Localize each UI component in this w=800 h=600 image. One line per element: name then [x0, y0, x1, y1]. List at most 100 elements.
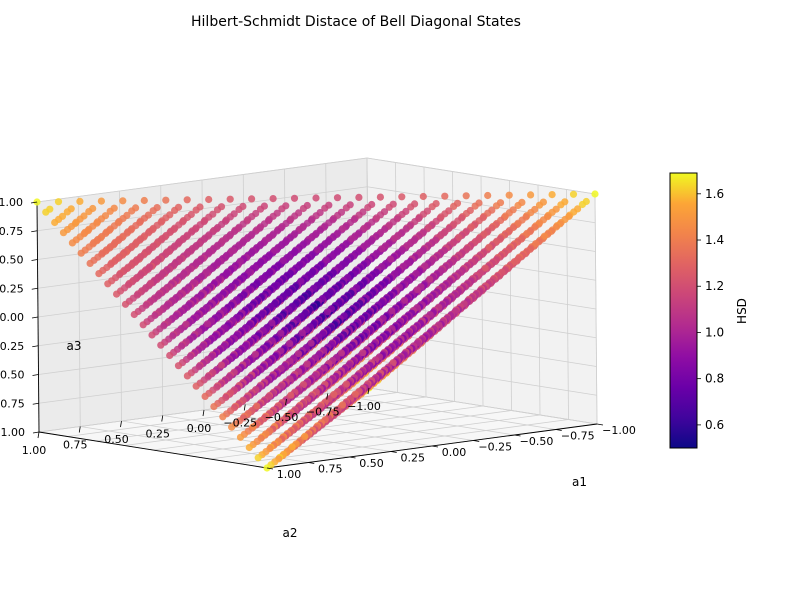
scatter-point: [299, 381, 308, 389]
y-tick-mark: [326, 393, 329, 400]
y-tick-label: −0.50: [265, 411, 299, 424]
scatter-point: [484, 191, 492, 200]
scatter-point: [378, 245, 386, 253]
scatter-point: [385, 203, 393, 211]
grid-line: [509, 180, 512, 411]
z-tick-label: 0.50: [0, 254, 24, 267]
scatter-point: [113, 290, 121, 298]
scatter-point: [251, 350, 260, 358]
scatter-point: [174, 362, 183, 370]
scatter-point: [104, 280, 112, 288]
scatter-point: [386, 255, 395, 263]
z-tick-mark: [32, 345, 39, 348]
colorbar-tick-label: 1.4: [705, 233, 724, 247]
x-tick-mark: [473, 440, 480, 442]
scatter-point: [287, 391, 295, 399]
chart-title: Hilbert-Schmidt Distace of Bell Diagonal…: [191, 14, 521, 30]
y-tick-mark: [243, 404, 246, 411]
scatter-point: [330, 390, 338, 399]
scatter-point: [591, 190, 599, 198]
x-tick-mark: [596, 423, 604, 426]
scatter-point: [342, 204, 350, 212]
z-tick-mark: [31, 316, 39, 319]
grid-line: [36, 157, 368, 203]
scatter-point: [390, 234, 398, 242]
y-tick-label: −0.25: [223, 417, 257, 430]
scatter-point: [68, 239, 76, 247]
scatter-point: [226, 195, 234, 203]
z-tick-label: 0.00: [0, 311, 24, 324]
x-tick-label: 1.00: [277, 468, 302, 481]
scatter-point: [106, 207, 114, 215]
z-tick-mark: [32, 374, 39, 376]
scatter-point: [313, 246, 321, 254]
grid-line: [594, 193, 598, 425]
scatter-point: [297, 277, 305, 285]
scatter-point: [54, 198, 63, 206]
scatter-point: [342, 380, 351, 388]
y-tick-label: 0.00: [187, 422, 212, 435]
scatter-point: [278, 205, 286, 213]
scatter-point: [51, 218, 59, 227]
scatter-point: [163, 248, 171, 256]
scatter-point: [287, 215, 295, 223]
scatter-point: [388, 307, 396, 315]
grid-line: [162, 415, 391, 452]
scatter-point: [339, 401, 347, 409]
scatter-point: [569, 190, 578, 198]
scatter-point: [471, 202, 479, 210]
scatter-point: [183, 196, 191, 204]
scatter-point: [286, 339, 294, 347]
scatter-point: [481, 264, 489, 272]
scatter-point: [95, 270, 103, 278]
grid-line: [80, 426, 309, 463]
colorbar-tick-label: 1.0: [705, 325, 724, 339]
colorbar-tick-label: 1.2: [705, 279, 724, 293]
scatter-point: [248, 195, 256, 203]
x-tick-label: −0.50: [520, 435, 554, 448]
scatter-point: [166, 351, 174, 360]
scatter-point: [455, 233, 463, 241]
scatter-point: [424, 223, 432, 232]
colorbar-tick-label: 1.6: [705, 187, 724, 201]
scatter-point: [548, 191, 556, 199]
scatter-point: [398, 193, 406, 201]
colorbar-tick-label: 0.6: [705, 418, 724, 432]
scatter-point: [228, 423, 236, 431]
scatter-point: [85, 208, 93, 216]
scatter-point: [140, 196, 148, 205]
scatter-point: [355, 193, 363, 201]
x-tick-label: −1.00: [602, 424, 636, 437]
grid-line: [238, 419, 569, 464]
scatter-point: [514, 201, 522, 210]
scatter-points: [33, 190, 599, 472]
z-tick-mark: [31, 230, 38, 233]
scatter-point: [288, 443, 296, 451]
scatter-point: [359, 349, 367, 357]
z-tick-mark: [32, 431, 40, 434]
scatter-point: [268, 319, 276, 327]
colorbar-label: HSD: [735, 298, 749, 324]
y-tick-label: 1.00: [22, 444, 47, 457]
y-tick-mark: [78, 426, 81, 433]
x-tick-label: 0.25: [401, 452, 426, 465]
scatter-point: [441, 192, 449, 200]
scatter-point: [296, 225, 304, 233]
axes-panes: [36, 157, 598, 469]
scatter-point: [192, 206, 200, 214]
scatter-point: [130, 310, 138, 319]
scatter-point: [485, 243, 493, 251]
y-tick-mark: [367, 387, 370, 395]
scatter-point: [235, 205, 243, 214]
scatter-point: [299, 204, 307, 213]
y-axis-line: [38, 431, 268, 469]
x-tick-mark: [349, 456, 356, 459]
scatter-point: [227, 247, 236, 255]
scatter-point: [121, 300, 130, 308]
z-tick-label: 1.00: [0, 196, 23, 209]
scatter-point: [202, 268, 210, 276]
scatter-point: [467, 223, 475, 231]
scatter-point: [333, 194, 342, 202]
y-tick-mark: [202, 409, 205, 417]
scatter-point: [59, 229, 68, 237]
